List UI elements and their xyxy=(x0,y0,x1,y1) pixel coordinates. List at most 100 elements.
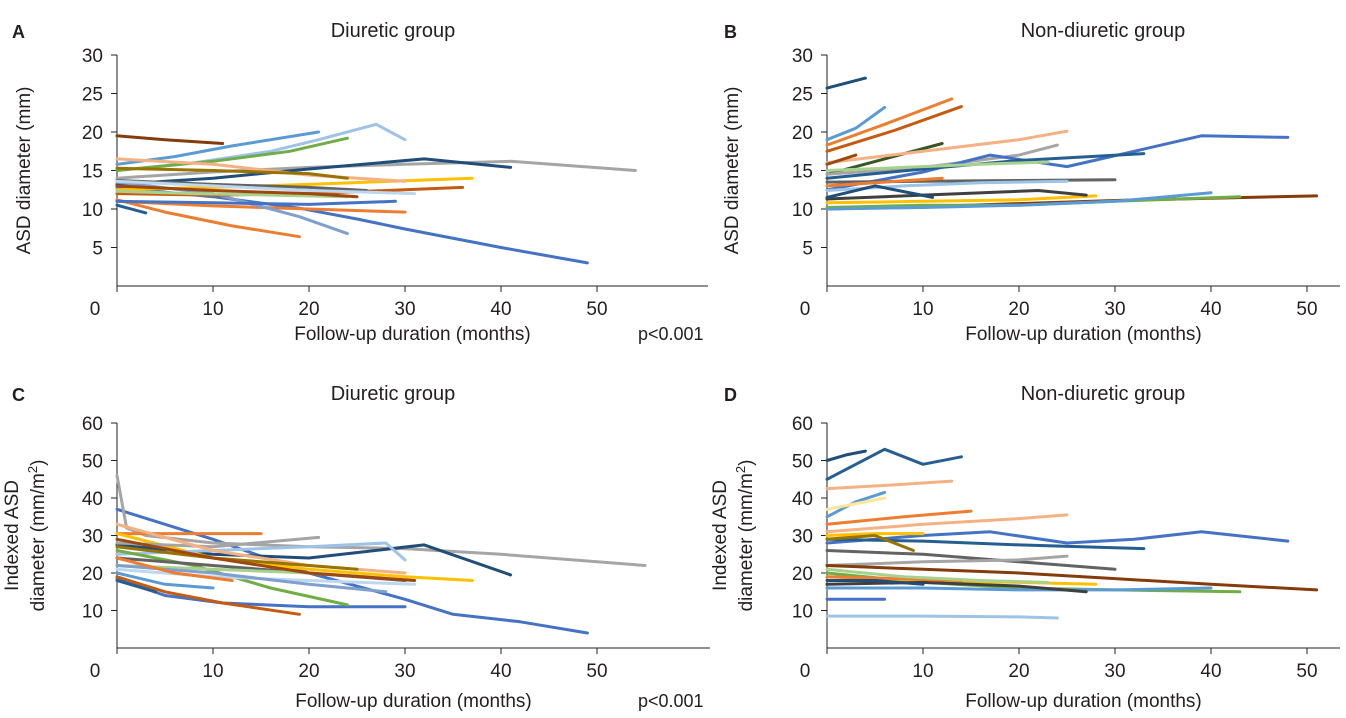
series-line xyxy=(825,189,1088,201)
series-line xyxy=(115,157,407,183)
series-line xyxy=(825,554,1069,567)
x-tick-label: 40 xyxy=(490,661,511,682)
y-axis-title: ASD diameter (mm) xyxy=(722,87,743,255)
series-line xyxy=(825,580,1088,594)
series-line xyxy=(825,194,1098,205)
series-line xyxy=(825,160,1050,172)
y-tick-label: 10 xyxy=(792,200,813,221)
series-line xyxy=(825,449,867,462)
series-line xyxy=(825,97,954,147)
panel-a: A Diuretic group 5 10 15 20 25 30 10 20 30 40 50 0 Fol… xyxy=(12,20,708,345)
y-tick-label: 5 xyxy=(802,239,813,260)
x-tick-label: 40 xyxy=(1200,299,1221,320)
y-tick-label: 20 xyxy=(82,123,103,144)
y-tick-label: 10 xyxy=(82,602,103,623)
y-axis-title-line: ASD diameter (mm) xyxy=(14,87,35,255)
x-tick-label: 20 xyxy=(1008,661,1029,682)
y-axis-title-line: diameter (mm/m xyxy=(28,473,49,611)
x-tick-label: 30 xyxy=(394,661,415,682)
series-line xyxy=(825,579,925,586)
panel-c: C Diuretic group 10 20 30 40 50 60 10 20 30 40 50 0 Fo… xyxy=(2,383,710,712)
series-group xyxy=(115,474,647,635)
series-line xyxy=(825,549,1117,571)
series-line xyxy=(825,537,1146,551)
series-line xyxy=(825,534,915,552)
origin-label: 0 xyxy=(90,661,101,682)
y-tick-label: 30 xyxy=(792,46,813,67)
y-tick-label: 25 xyxy=(82,85,103,106)
series-line xyxy=(825,479,954,491)
series-line xyxy=(115,166,349,180)
y-axis-title-close: ) xyxy=(28,460,49,466)
x-tick-label: 10 xyxy=(202,661,223,682)
chart-title: Non-diuretic group xyxy=(1021,20,1186,42)
x-axis-title: Follow-up duration (months) xyxy=(965,324,1202,345)
y-tick-label: 20 xyxy=(792,564,813,585)
y-axis-title: ASD diameter (mm) xyxy=(14,87,35,255)
series-line xyxy=(825,134,1290,192)
y-tick-label: 20 xyxy=(792,123,813,144)
series-line xyxy=(115,571,215,590)
series-line xyxy=(115,134,225,145)
x-tick-label: 10 xyxy=(912,661,933,682)
series-line xyxy=(115,157,513,186)
x-tick-label: 20 xyxy=(298,661,319,682)
series-line xyxy=(825,447,963,481)
series-line xyxy=(825,76,867,90)
panel-letter: C xyxy=(12,385,25,405)
series-line xyxy=(825,191,1213,211)
x-tick-label: 40 xyxy=(1200,661,1221,682)
series-line xyxy=(825,153,858,166)
y-axis-title-line: ASD diameter (mm) xyxy=(722,87,743,255)
series-line xyxy=(825,184,935,199)
y-tick-label: 30 xyxy=(82,527,103,548)
y-tick-label: 30 xyxy=(792,527,813,548)
series-line xyxy=(825,105,963,153)
y-tick-label: 15 xyxy=(792,162,813,183)
series-line xyxy=(115,184,359,199)
y-axis-title-sup: 2 xyxy=(733,466,748,473)
x-tick-label: 30 xyxy=(1104,299,1125,320)
series-line xyxy=(115,532,474,582)
panel-letter: A xyxy=(12,22,25,42)
series-group xyxy=(825,447,1319,620)
y-tick-label: 10 xyxy=(82,200,103,221)
series-line xyxy=(115,507,589,635)
series-line xyxy=(115,575,301,616)
chart-title: Non-diuretic group xyxy=(1021,383,1186,405)
series-line xyxy=(115,198,301,239)
panel-letter: D xyxy=(724,385,737,405)
series-line xyxy=(825,567,1050,584)
x-tick-label: 30 xyxy=(1104,661,1125,682)
y-axis-title-close: ) xyxy=(736,460,757,466)
series-line xyxy=(825,129,1069,165)
y-tick-label: 50 xyxy=(82,452,103,473)
x-tick-label: 50 xyxy=(1296,299,1317,320)
y-tick-label: 40 xyxy=(82,489,103,510)
chart-title: Diuretic group xyxy=(331,383,456,405)
x-axis-title: Follow-up duration (months) xyxy=(295,691,532,712)
y-tick-label: 60 xyxy=(82,414,103,435)
y-tick-label: 10 xyxy=(792,602,813,623)
y-tick-label: 25 xyxy=(792,85,813,106)
y-tick-label: 20 xyxy=(82,564,103,585)
y-axis-title-line: Indexed ASD xyxy=(2,480,23,591)
series-line xyxy=(115,185,589,265)
series-line xyxy=(115,136,349,172)
series-line xyxy=(115,203,148,215)
series-line xyxy=(115,189,349,199)
y-tick-label: 30 xyxy=(82,46,103,67)
series-line xyxy=(825,530,1290,545)
x-tick-label: 30 xyxy=(394,299,415,320)
chart-title: Diuretic group xyxy=(331,20,456,42)
panel-letter: B xyxy=(724,22,737,42)
series-line xyxy=(825,176,944,188)
series-line xyxy=(115,179,417,196)
y-axis-title-sup: 2 xyxy=(25,466,40,473)
series-line xyxy=(825,490,887,519)
origin-label: 0 xyxy=(90,299,101,320)
y-axis-title-line: Indexed ASD xyxy=(710,480,731,591)
x-tick-label: 50 xyxy=(1296,661,1317,682)
